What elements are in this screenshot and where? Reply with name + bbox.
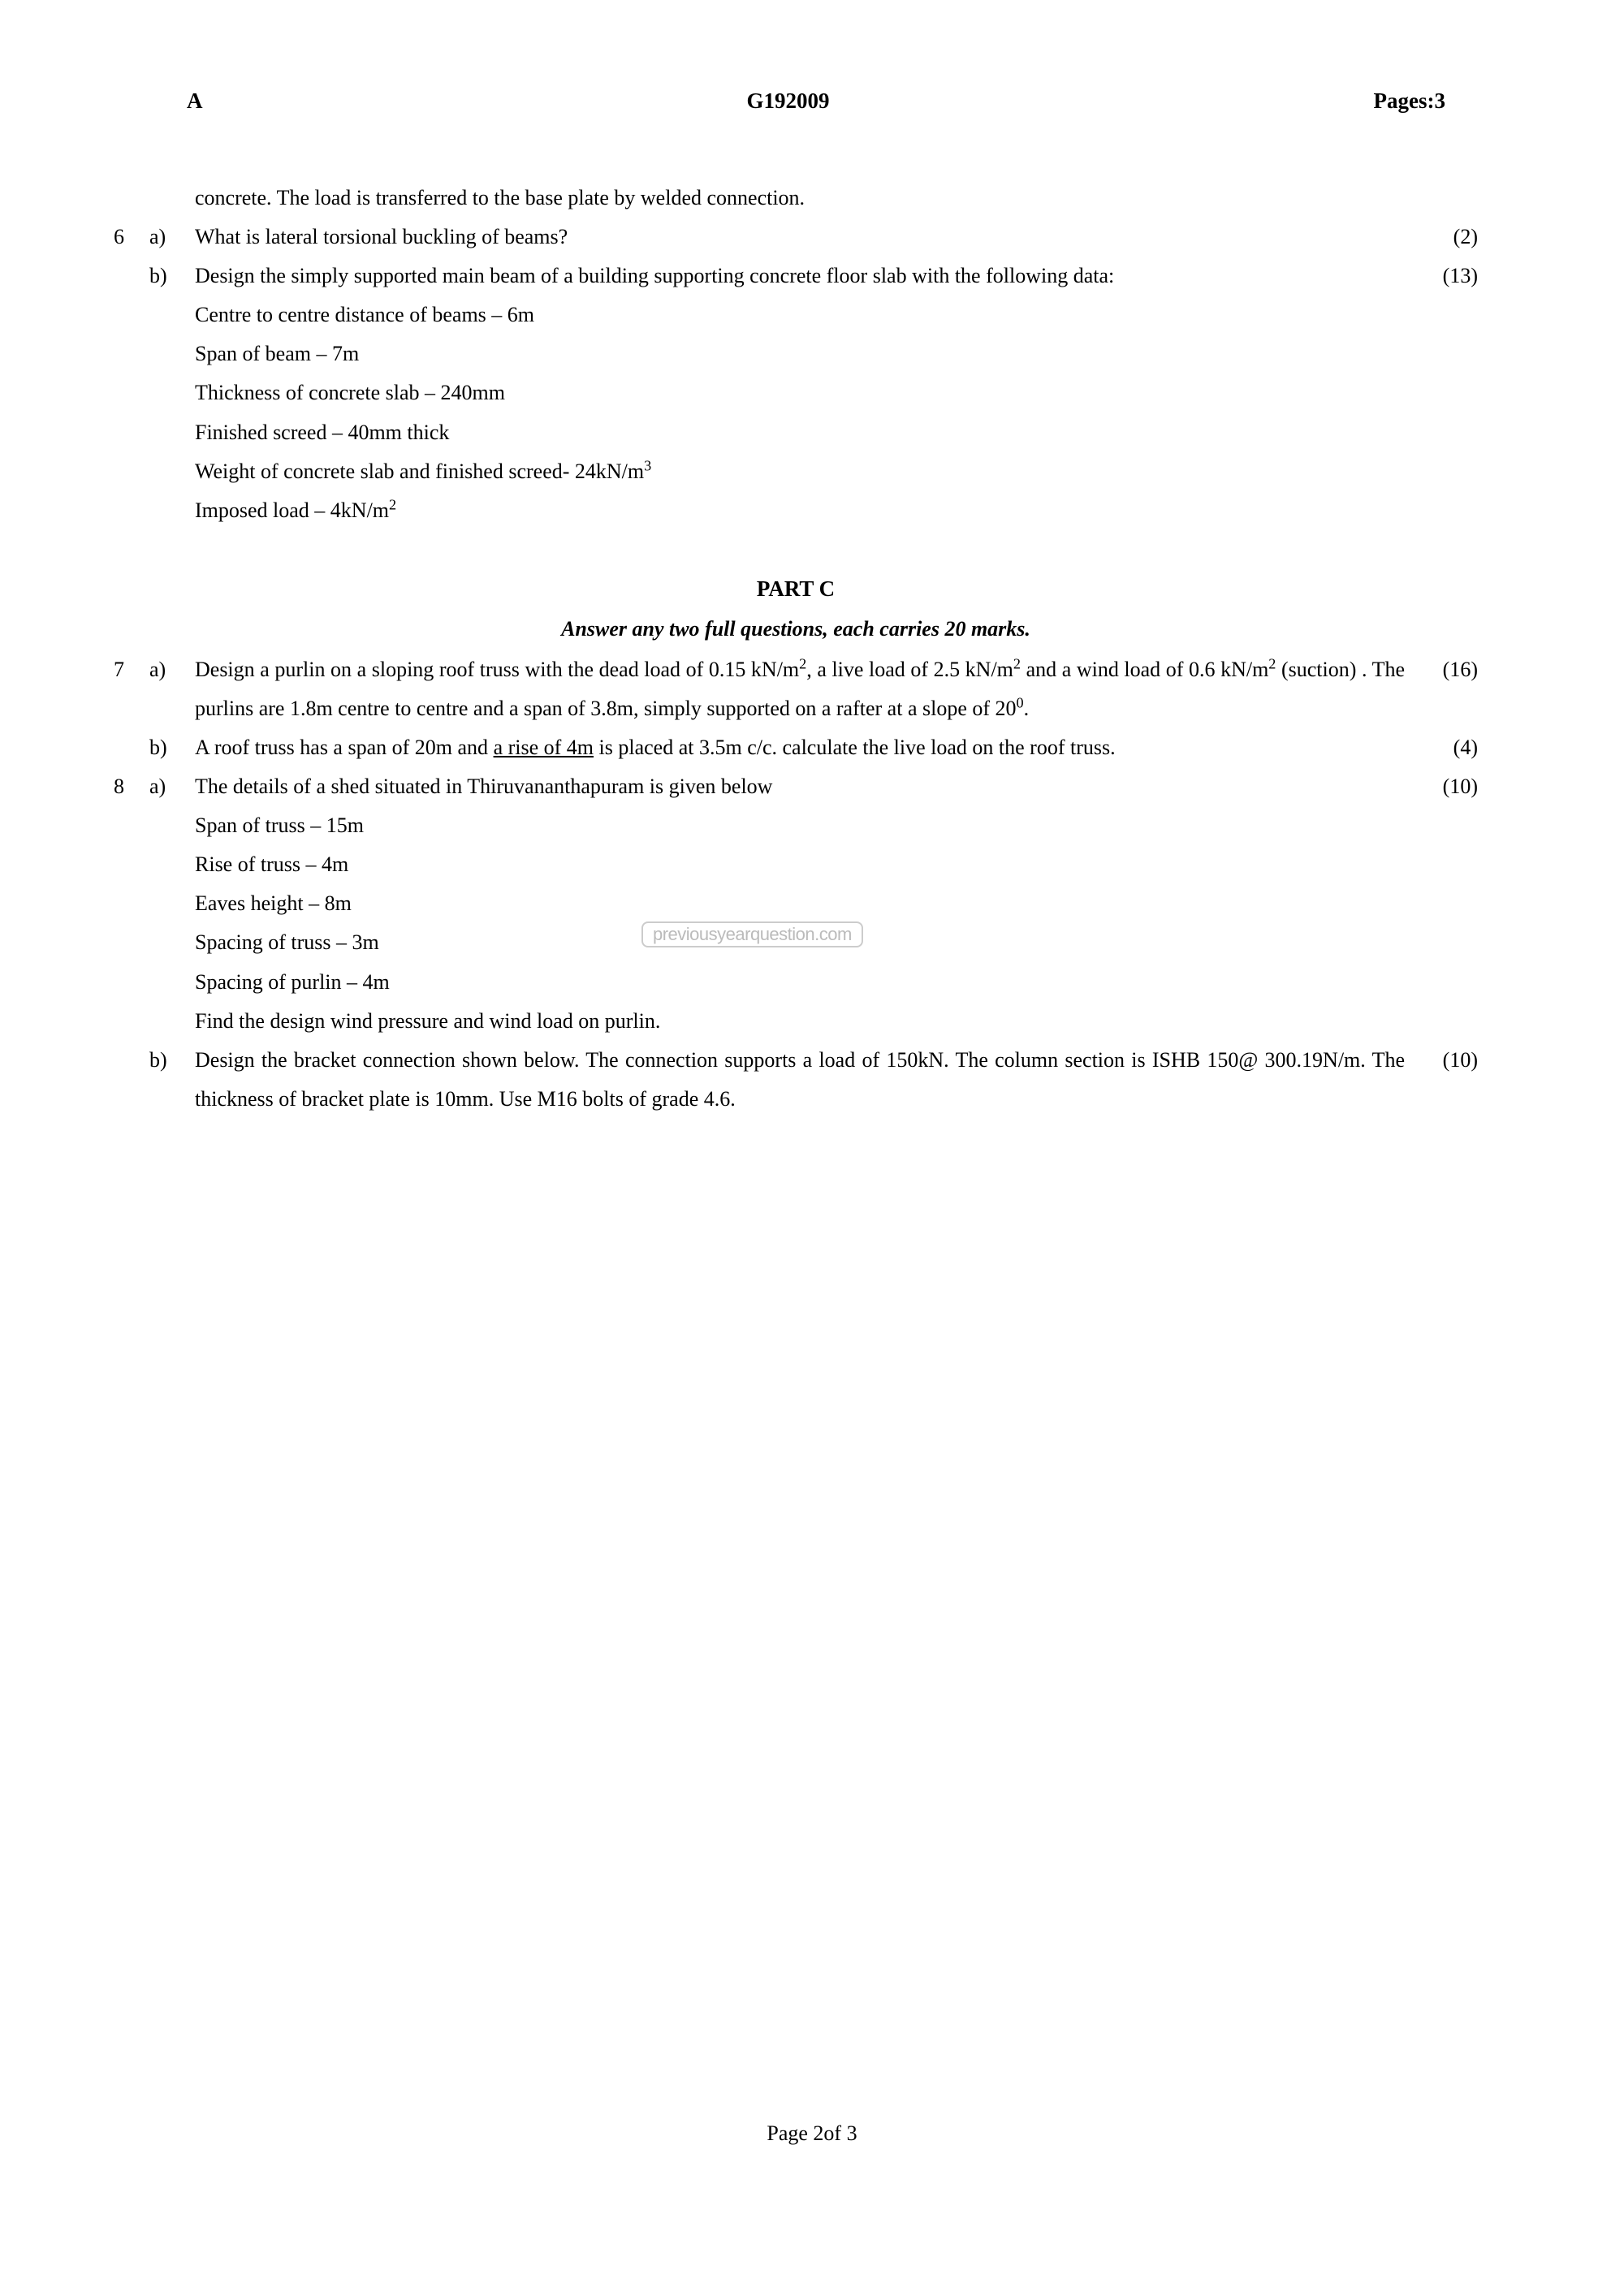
q6a-row: 6 a) What is lateral torsional buckling … bbox=[114, 218, 1478, 257]
q6b-line5: Weight of concrete slab and finished scr… bbox=[195, 452, 1421, 491]
q6-number: 6 bbox=[114, 218, 149, 257]
q8-number: 8 bbox=[114, 767, 149, 806]
partc-subtitle: Answer any two full questions, each carr… bbox=[114, 610, 1478, 649]
watermark-badge: previousyearquestion.com bbox=[641, 921, 863, 947]
q7-number: 7 bbox=[114, 650, 149, 689]
q6a-text: What is lateral torsional buckling of be… bbox=[195, 218, 1421, 257]
continuation-row: concrete. The load is transferred to the… bbox=[114, 179, 1478, 218]
q8b-label: b) bbox=[149, 1041, 195, 1080]
q8a-line3-row: Eaves height – 8m bbox=[114, 884, 1478, 923]
q6b-row: b) Design the simply supported main beam… bbox=[114, 257, 1478, 296]
q7b-text: A roof truss has a span of 20m and a ris… bbox=[195, 728, 1421, 767]
header-left: A bbox=[187, 81, 203, 122]
q8a-line2: Rise of truss – 4m bbox=[195, 845, 1421, 884]
q6b-line3-row: Thickness of concrete slab – 240mm bbox=[114, 373, 1478, 412]
q6b-line1: Centre to centre distance of beams – 6m bbox=[195, 296, 1421, 334]
q6b-marks: (13) bbox=[1421, 257, 1478, 296]
header-right: Pages:3 bbox=[1374, 81, 1445, 122]
header-center: G192009 bbox=[747, 81, 830, 122]
q8a-line5-row: Spacing of purlin – 4m bbox=[114, 963, 1478, 1002]
page-container: A G192009 Pages:3 concrete. The load is … bbox=[0, 0, 1624, 1119]
page-header: A G192009 Pages:3 bbox=[114, 81, 1478, 122]
q8b-text: Design the bracket connection shown belo… bbox=[195, 1041, 1421, 1119]
q7a-marks: (16) bbox=[1421, 650, 1478, 689]
q6b-line5-row: Weight of concrete slab and finished scr… bbox=[114, 452, 1478, 491]
q7a-row: 7 a) Design a purlin on a sloping roof t… bbox=[114, 650, 1478, 728]
q8a-label: a) bbox=[149, 767, 195, 806]
q8a-line5: Spacing of purlin – 4m bbox=[195, 963, 1421, 1002]
q8a-line2-row: Rise of truss – 4m bbox=[114, 845, 1478, 884]
page-footer: Page 2of 3 bbox=[0, 2114, 1624, 2153]
q8a-line6: Find the design wind pressure and wind l… bbox=[195, 1002, 1421, 1041]
partc-title: PART C bbox=[114, 569, 1478, 610]
q7a-label: a) bbox=[149, 650, 195, 689]
q6a-marks: (2) bbox=[1421, 218, 1478, 257]
q8a-line1: Span of truss – 15m bbox=[195, 806, 1421, 845]
q8a-line1-row: Span of truss – 15m bbox=[114, 806, 1478, 845]
q6b-label: b) bbox=[149, 257, 195, 296]
q8b-row: b) Design the bracket connection shown b… bbox=[114, 1041, 1478, 1119]
q6b-line2-row: Span of beam – 7m bbox=[114, 334, 1478, 373]
q7a-text: Design a purlin on a sloping roof truss … bbox=[195, 650, 1421, 728]
q8a-row: 8 a) The details of a shed situated in T… bbox=[114, 767, 1478, 806]
q6b-line2: Span of beam – 7m bbox=[195, 334, 1421, 373]
q6a-label: a) bbox=[149, 218, 195, 257]
q8a-line3: Eaves height – 8m bbox=[195, 884, 1421, 923]
q8a-intro: The details of a shed situated in Thiruv… bbox=[195, 767, 1421, 806]
q6b-line1-row: Centre to centre distance of beams – 6m bbox=[114, 296, 1478, 334]
q8a-line6-row: Find the design wind pressure and wind l… bbox=[114, 1002, 1478, 1041]
q8a-marks: (10) bbox=[1421, 767, 1478, 806]
q6b-line3: Thickness of concrete slab – 240mm bbox=[195, 373, 1421, 412]
q6b-line6-row: Imposed load – 4kN/m2 bbox=[114, 491, 1478, 530]
q7b-row: b) A roof truss has a span of 20m and a … bbox=[114, 728, 1478, 767]
continuation-text: concrete. The load is transferred to the… bbox=[195, 179, 1421, 218]
q7b-marks: (4) bbox=[1421, 728, 1478, 767]
q7b-label: b) bbox=[149, 728, 195, 767]
q8b-marks: (10) bbox=[1421, 1041, 1478, 1080]
q6b-intro: Design the simply supported main beam of… bbox=[195, 257, 1421, 296]
q6b-line4: Finished screed – 40mm thick bbox=[195, 413, 1421, 452]
q6b-line4-row: Finished screed – 40mm thick bbox=[114, 413, 1478, 452]
content-body: concrete. The load is transferred to the… bbox=[114, 179, 1478, 1119]
q6b-line6: Imposed load – 4kN/m2 bbox=[195, 491, 1421, 530]
